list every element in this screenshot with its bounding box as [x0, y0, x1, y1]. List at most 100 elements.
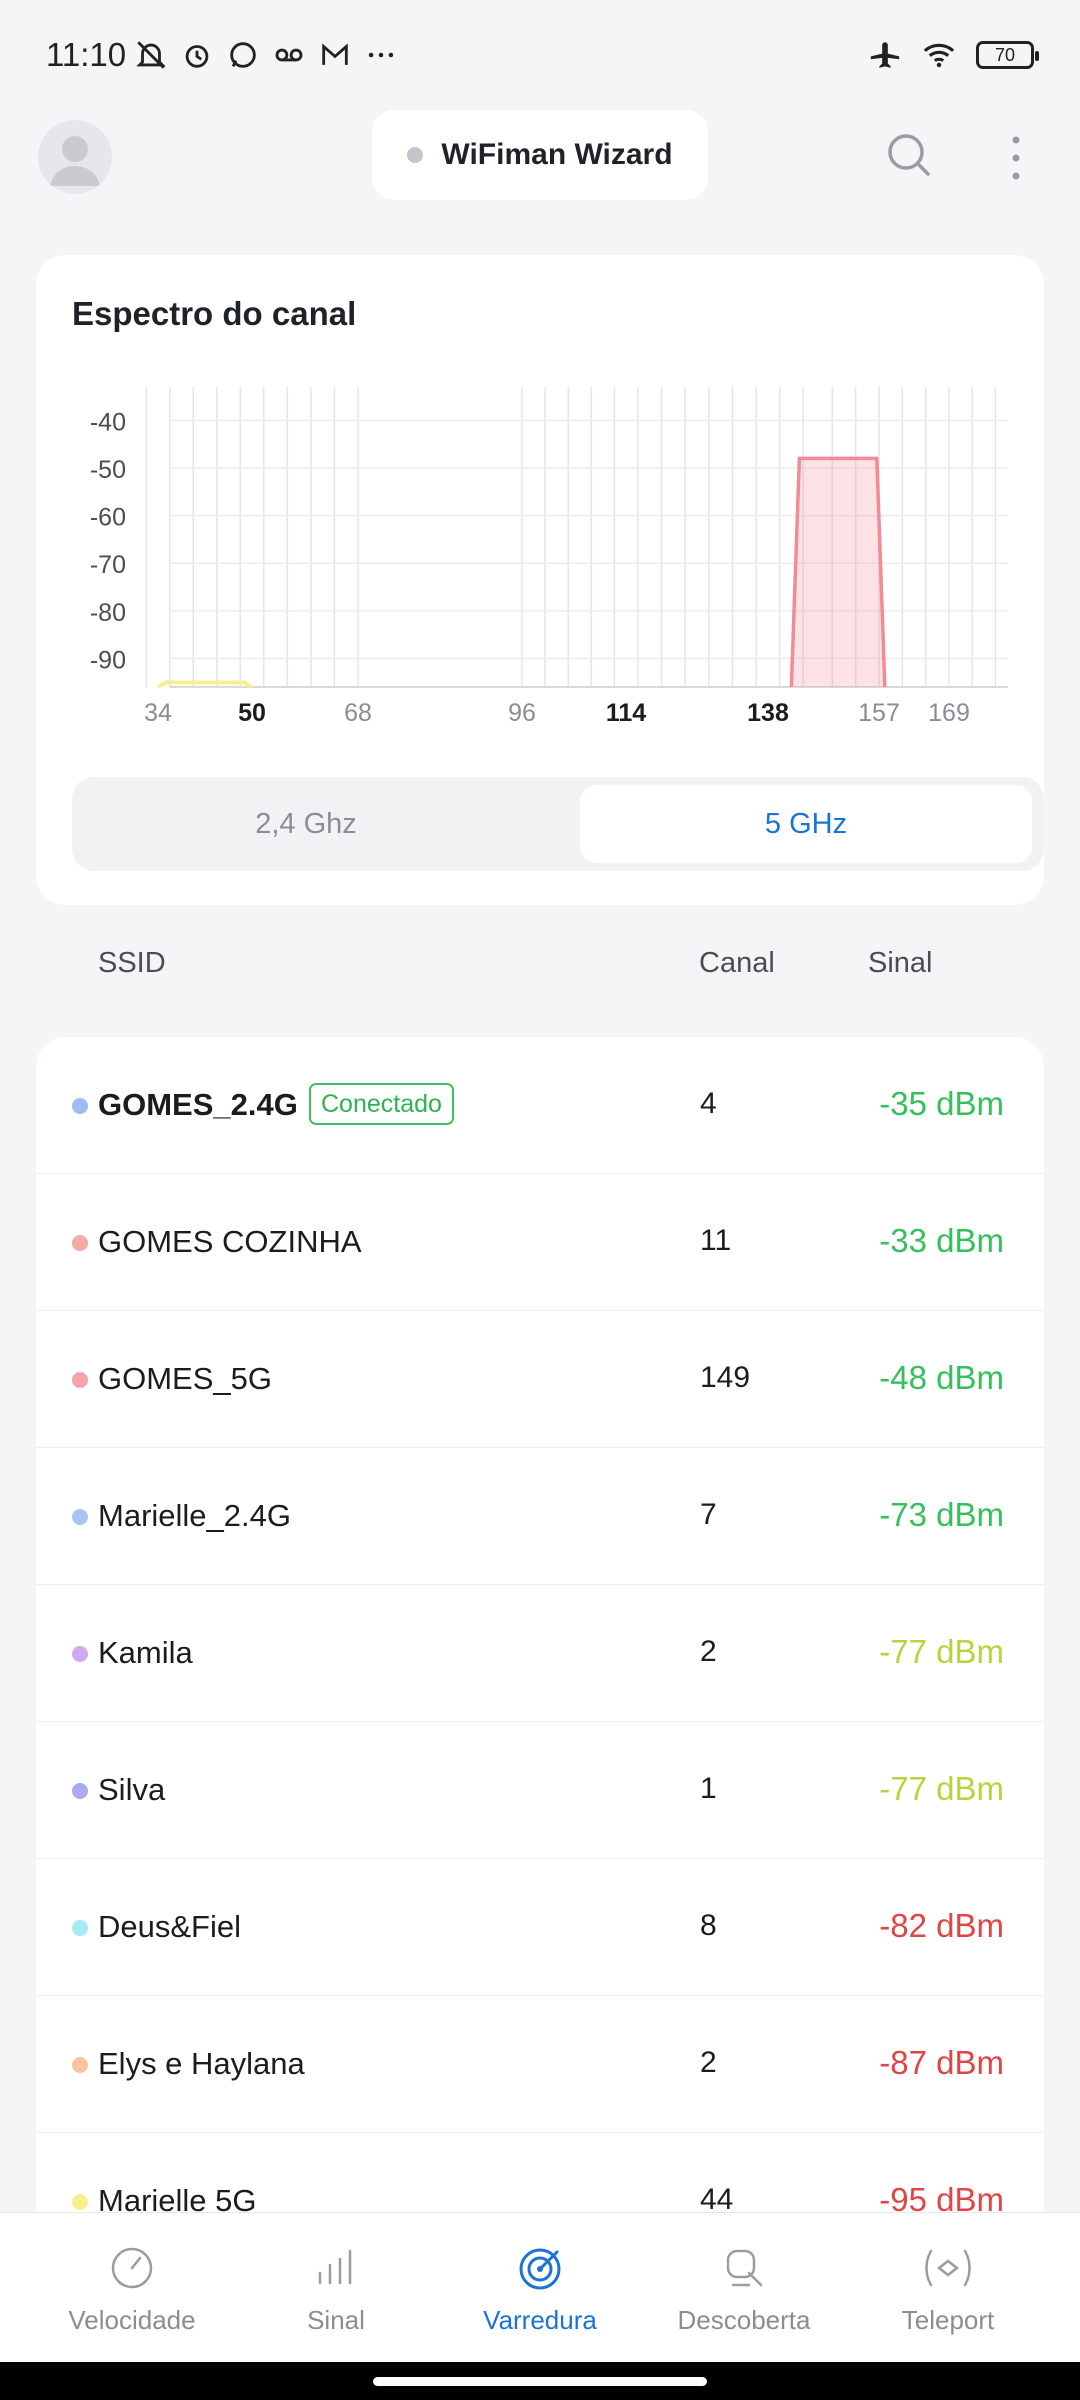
battery-icon: 70	[976, 41, 1039, 69]
network-ssid: GOMES COZINHA	[98, 1224, 362, 1259]
x-tick-label: 138	[747, 699, 789, 727]
network-ssid: Marielle_2.4G	[98, 1498, 291, 1533]
airplane-icon	[870, 42, 900, 68]
network-color-dot	[72, 2057, 88, 2073]
nav-velocidade[interactable]: Velocidade	[30, 2213, 234, 2363]
network-signal: -35 dBm	[879, 1085, 1004, 1122]
nav-label: Velocidade	[68, 2305, 196, 2335]
alarm-icon	[185, 45, 209, 68]
network-ssid: Elys e Haylana	[98, 2046, 305, 2081]
x-tick-label: 169	[928, 699, 970, 727]
band-option-5ghz[interactable]: 5 GHz	[580, 785, 1032, 863]
radar-icon	[519, 2248, 561, 2290]
status-time: 11:10	[46, 36, 127, 73]
status-bar: 11:10 70	[0, 0, 1080, 110]
gmail-icon	[322, 43, 348, 65]
network-signal: -48 dBm	[879, 1359, 1004, 1396]
wizard-status-dot	[407, 147, 424, 163]
device-search-icon	[726, 2249, 763, 2287]
network-ssid: Silva	[98, 1772, 166, 1807]
network-row[interactable]: Marielle_2.4G 7 -73 dBm	[36, 1448, 1044, 1585]
band-option-24ghz[interactable]: 2,4 Ghz	[255, 807, 357, 840]
network-row[interactable]: Kamila 2 -77 dBm	[36, 1585, 1044, 1722]
nav-label: Descoberta	[677, 2305, 811, 2335]
network-color-dot	[72, 1098, 88, 1114]
network-signal: -77 dBm	[879, 1633, 1004, 1670]
network-signal: -77 dBm	[879, 1770, 1004, 1807]
wizard-label: WiFiman Wizard	[441, 138, 673, 171]
network-signal: -95 dBm	[879, 2181, 1004, 2218]
network-row[interactable]: GOMES COZINHA 11 -33 dBm	[36, 1174, 1044, 1311]
signal-bars-icon	[318, 2249, 352, 2285]
nav-sinal[interactable]: Sinal	[234, 2213, 438, 2363]
y-tick-label: -50	[90, 456, 126, 484]
whatsapp-icon	[230, 42, 256, 68]
nav-teleport[interactable]: Teleport	[846, 2213, 1050, 2363]
notification-icons	[134, 38, 398, 72]
column-signal[interactable]: Sinal	[868, 947, 933, 979]
x-tick-label: 34	[144, 699, 172, 727]
nav-label: Varredura	[483, 2305, 597, 2335]
band-toggle: 2,4 Ghz 5 GHz	[72, 777, 1044, 871]
network-signal: -73 dBm	[879, 1496, 1004, 1533]
network-row[interactable]: Silva 1 -77 dBm	[36, 1722, 1044, 1859]
spectrum-line	[789, 456, 887, 688]
more-notifications-icon	[368, 52, 394, 58]
network-ssid: GOMES_5G	[98, 1361, 272, 1396]
wifi-icon	[923, 43, 955, 68]
battery-level: 70	[994, 44, 1016, 65]
y-tick-label: -40	[90, 408, 126, 436]
user-avatar-icon	[50, 136, 100, 186]
network-ssid: Deus&Fiel	[98, 1909, 241, 1944]
x-tick-label: 68	[344, 699, 372, 727]
column-ssid[interactable]: SSID	[98, 947, 166, 979]
bottom-navigation: Velocidade Sinal Varredura Descoberta	[0, 2212, 1080, 2362]
network-color-dot	[72, 1372, 88, 1388]
nav-descoberta[interactable]: Descoberta	[642, 2213, 846, 2363]
home-indicator[interactable]	[373, 2377, 707, 2386]
avatar[interactable]	[38, 120, 112, 194]
network-color-dot	[72, 1509, 88, 1525]
network-channel: 2	[700, 2046, 717, 2079]
network-row[interactable]: GOMES_2.4G Conectado 4 -35 dBm	[36, 1037, 1044, 1174]
voicemail-icon	[275, 48, 303, 62]
network-table-header: SSID Canal Sinal	[0, 935, 1080, 995]
y-tick-label: -60	[90, 504, 126, 532]
network-row[interactable]: GOMES_5G 149 -48 dBm	[36, 1311, 1044, 1448]
network-color-dot	[72, 1920, 88, 1936]
network-row[interactable]: Deus&Fiel 8 -82 dBm	[36, 1859, 1044, 1996]
search-icon[interactable]	[884, 130, 934, 180]
network-list: GOMES_2.4G Conectado 4 -35 dBm GOMES COZINHA…	[36, 1037, 1044, 2237]
nav-varredura[interactable]: Varredura	[438, 2213, 642, 2363]
wifiman-wizard-button[interactable]: WiFiman Wizard	[372, 110, 708, 200]
x-tick-label: 96	[508, 699, 536, 727]
network-channel: 11	[700, 1224, 732, 1257]
network-channel: 7	[700, 1498, 717, 1531]
network-color-dot	[72, 1235, 88, 1251]
network-color-dot	[72, 1783, 88, 1799]
mute-bell-icon	[136, 41, 166, 69]
column-channel[interactable]: Canal	[699, 947, 775, 979]
y-tick-label: -80	[90, 599, 126, 627]
channel-spectrum-card: Espectro do canal -40 -50 -60 -70 -80 -90 34 50…	[36, 255, 1044, 905]
teleport-icon	[925, 2249, 971, 2287]
spectrum-chart: -40 -50 -60 -70 -80 -90 34 50 68 96 114 138 157 169	[90, 387, 1008, 727]
network-ssid: Kamila	[98, 1635, 193, 1670]
network-channel: 2	[700, 1635, 717, 1668]
y-tick-label: -70	[90, 551, 126, 579]
more-vertical-icon[interactable]	[1000, 130, 1032, 186]
spectrum-line	[157, 680, 253, 689]
nav-label: Teleport	[901, 2305, 995, 2335]
network-signal: -33 dBm	[879, 1222, 1004, 1259]
system-icons: 70	[868, 38, 1039, 72]
network-row[interactable]: Elys e Haylana 2 -87 dBm	[36, 1996, 1044, 2133]
connected-badge: Conectado	[309, 1083, 454, 1125]
speedometer-icon	[111, 2247, 153, 2289]
nav-label: Sinal	[307, 2305, 365, 2335]
network-channel: 1	[700, 1772, 717, 1805]
network-signal: -82 dBm	[879, 1907, 1004, 1944]
x-tick-label: 157	[858, 699, 900, 727]
network-channel: 44	[700, 2183, 734, 2216]
network-channel: 4	[700, 1087, 717, 1120]
network-channel: 8	[700, 1909, 717, 1942]
